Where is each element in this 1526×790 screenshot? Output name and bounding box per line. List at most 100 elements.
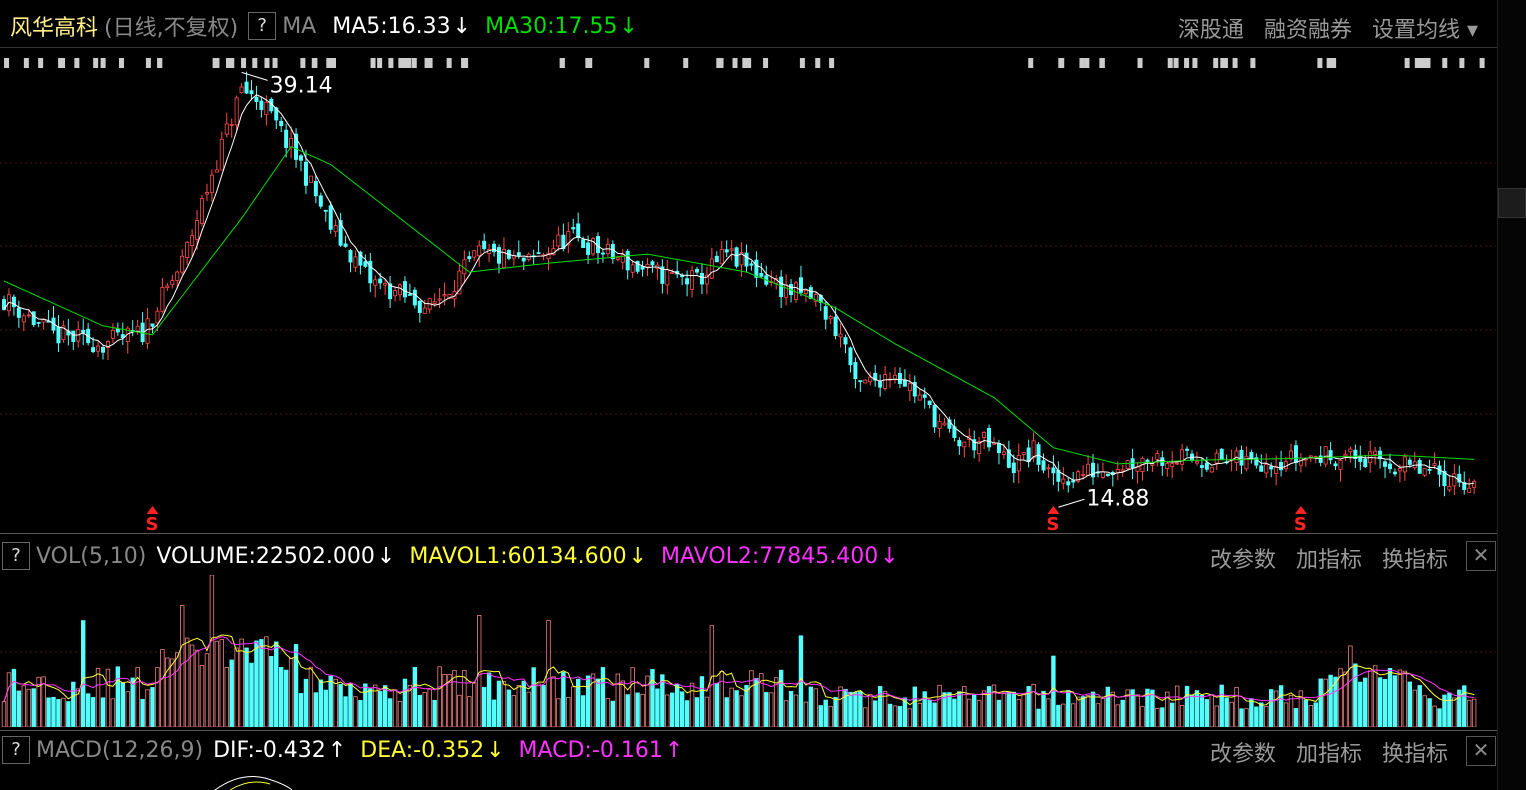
menu-set-ma[interactable]: 设置均线 ▾ bbox=[1371, 18, 1478, 43]
candle-body bbox=[581, 239, 586, 249]
volume-bar bbox=[387, 698, 393, 727]
candle-body bbox=[1165, 463, 1170, 469]
event-marker-icon bbox=[118, 58, 124, 68]
volume-bar bbox=[774, 677, 779, 727]
volume-bar bbox=[224, 667, 229, 727]
candle-body bbox=[690, 270, 695, 290]
candle-body bbox=[308, 175, 313, 183]
menu-margin-trading[interactable]: 融资融券 bbox=[1263, 18, 1352, 43]
volume-help-button[interactable]: ? bbox=[2, 542, 30, 570]
candle-body bbox=[556, 234, 561, 247]
volume-bar bbox=[516, 685, 521, 727]
candle-body bbox=[640, 266, 645, 270]
volume-bar bbox=[244, 647, 249, 727]
volume-bar bbox=[472, 682, 477, 727]
volume-bar bbox=[1006, 692, 1012, 727]
candle-body bbox=[1071, 480, 1076, 483]
event-marker-icon bbox=[683, 58, 689, 68]
event-marker-icon bbox=[1099, 58, 1105, 68]
volume-bar bbox=[1061, 703, 1066, 727]
panel-divider bbox=[0, 533, 1526, 534]
volume-bar bbox=[769, 692, 774, 727]
volume-bar bbox=[219, 639, 224, 727]
volume-bar bbox=[1452, 697, 1457, 727]
price-chart[interactable]: 39.14 14.88 S S S bbox=[0, 48, 1496, 532]
volume-bar bbox=[600, 667, 606, 727]
candle-body bbox=[1432, 463, 1437, 466]
candle-body bbox=[873, 372, 878, 381]
volume-bar bbox=[71, 681, 76, 727]
volume-bar bbox=[1387, 668, 1393, 727]
candle-body bbox=[452, 291, 457, 300]
candle-body bbox=[1041, 460, 1046, 471]
candle-body bbox=[397, 284, 402, 296]
candle-body bbox=[358, 251, 363, 266]
indicator-name[interactable]: MA bbox=[282, 13, 317, 39]
volume-bar bbox=[1447, 692, 1452, 727]
volume-bar bbox=[1066, 690, 1071, 727]
volume-bar bbox=[254, 640, 259, 727]
candle-body bbox=[328, 205, 333, 230]
volume-chart[interactable] bbox=[0, 575, 1496, 727]
volume-bar bbox=[1199, 695, 1205, 727]
volume-switch-indicator-button[interactable]: 换指标 bbox=[1381, 548, 1448, 573]
volume-bar bbox=[85, 693, 91, 727]
macd-help-button[interactable]: ? bbox=[2, 736, 30, 764]
candle-body bbox=[784, 284, 789, 298]
event-marker-icon bbox=[388, 58, 394, 68]
candle-body bbox=[81, 329, 86, 333]
volume-add-indicator-button[interactable]: 加指标 bbox=[1295, 548, 1362, 573]
candle-body bbox=[259, 100, 264, 110]
candle-body bbox=[957, 440, 962, 447]
dif-value: DIF:-0.432 bbox=[213, 737, 326, 763]
volume-bar bbox=[363, 683, 368, 727]
volume-bar bbox=[793, 694, 799, 727]
volume-bar bbox=[155, 667, 160, 727]
macd-switch-indicator-button[interactable]: 换指标 bbox=[1381, 742, 1448, 767]
volume-close-icon[interactable]: ✕ bbox=[1466, 541, 1496, 571]
candle-body bbox=[1254, 457, 1259, 466]
candle-body bbox=[353, 256, 358, 268]
macd-change-params-button[interactable]: 改参数 bbox=[1209, 742, 1276, 767]
candle-body bbox=[576, 223, 581, 239]
candle-body bbox=[289, 138, 294, 148]
volume-bar bbox=[120, 682, 125, 727]
candle-body bbox=[1353, 449, 1358, 460]
volume-bar bbox=[343, 696, 348, 727]
right-scrollbar[interactable] bbox=[1497, 0, 1526, 790]
candle-body bbox=[1219, 448, 1224, 460]
volume-bar bbox=[833, 697, 838, 727]
macd-header: ? MACD(12,26,9) DIF:-0.432 ↑ DEA:-0.352 … bbox=[0, 734, 689, 766]
volume-bar bbox=[694, 697, 700, 727]
volume-bar bbox=[417, 694, 422, 727]
macd-add-indicator-button[interactable]: 加指标 bbox=[1295, 742, 1362, 767]
signal-arrow-icon bbox=[146, 506, 159, 514]
macd-arrow-icon: ↑ bbox=[664, 737, 684, 763]
volume-bar bbox=[1150, 689, 1155, 727]
macd-close-icon[interactable]: ✕ bbox=[1466, 736, 1496, 766]
menu-shenguotong[interactable]: 深股通 bbox=[1177, 18, 1244, 43]
candle-body bbox=[695, 268, 700, 273]
candle-body bbox=[853, 362, 858, 380]
signal-s-label: S bbox=[146, 514, 159, 532]
candle-body bbox=[101, 346, 106, 353]
macd-indicator-name[interactable]: MACD(12,26,9) bbox=[36, 737, 204, 763]
volume-bar bbox=[239, 638, 244, 727]
candle-body bbox=[1279, 461, 1284, 471]
volume-indicator-name[interactable]: VOL(5,10) bbox=[36, 543, 147, 569]
volume-change-params-button[interactable]: 改参数 bbox=[1209, 548, 1276, 573]
volume-bar bbox=[1372, 665, 1378, 727]
volume-bar bbox=[56, 699, 61, 727]
scroll-thumb[interactable] bbox=[1498, 188, 1526, 218]
candle-body bbox=[1001, 451, 1006, 455]
candle-body bbox=[21, 315, 26, 323]
mavol1-line bbox=[3, 634, 1475, 706]
volume-bar bbox=[1056, 704, 1061, 727]
macd-chart[interactable] bbox=[0, 768, 1496, 790]
stock-name[interactable]: 风华高科 bbox=[10, 16, 99, 41]
candle-body bbox=[1343, 453, 1348, 457]
dif-arrow-icon: ↑ bbox=[327, 737, 347, 763]
help-button[interactable]: ? bbox=[248, 12, 277, 40]
volume-bar bbox=[234, 647, 239, 727]
candle-body bbox=[195, 220, 200, 240]
